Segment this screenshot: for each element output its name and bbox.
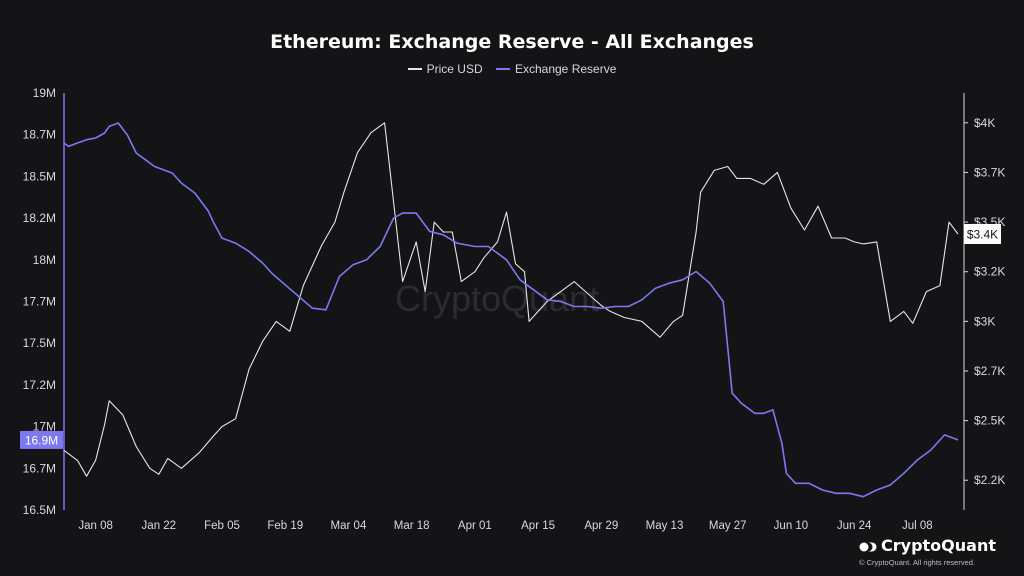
x-tick-label: Apr 01: [458, 520, 492, 532]
chart-title: Ethereum: Exchange Reserve - All Exchang…: [270, 31, 754, 53]
x-tick-label: Feb 05: [204, 520, 240, 532]
legend-item-reserve[interactable]: Exchange Reserve: [495, 62, 617, 76]
series-layer: [63, 122, 959, 498]
price-value-label: $3.4K: [967, 227, 998, 241]
x-tick-label: Feb 19: [267, 520, 303, 532]
left-tick-label: 17.7M: [23, 295, 56, 309]
left-tick-label: 17.5M: [23, 336, 56, 350]
left-tick-label: 16.7M: [23, 461, 56, 475]
series-line-price-usd: [63, 122, 959, 477]
left-tick-label: 17M: [33, 420, 56, 434]
x-tick-label: Apr 29: [584, 520, 618, 532]
left-tick-label: 18M: [33, 253, 56, 267]
right-tick-label: $3K: [974, 314, 995, 328]
x-tick-label: Mar 18: [394, 520, 430, 532]
x-tick-label: Jan 22: [142, 520, 177, 532]
chart-legend: Price USD Exchange Reserve: [0, 62, 1024, 76]
legend-swatch-price: [407, 67, 422, 70]
legend-swatch-reserve: [495, 67, 510, 70]
legend-label-reserve: Exchange Reserve: [514, 62, 617, 76]
x-tick-label: Jun 10: [774, 520, 809, 532]
right-tick-label: $2.7K: [974, 364, 1005, 378]
x-tick-label: Mar 04: [331, 520, 367, 532]
right-tick-label: $4K: [974, 116, 995, 130]
watermark: CryptoQuant: [395, 278, 600, 319]
labels-layer: 16.5M 16.7M 17M 17.2M 17.5M 17.7M 18M 18.2M 18.5…: [20, 86, 1005, 532]
x-tick-label: May 13: [646, 520, 684, 532]
left-tick-label: 16.5M: [23, 503, 56, 517]
brand-name: CryptoQuant: [881, 536, 996, 555]
left-tick-label: 18.5M: [23, 169, 56, 183]
series-line-exchange-reserve: [63, 122, 959, 498]
right-tick-label: $3.2K: [974, 265, 1005, 279]
left-tick-label: 18.2M: [23, 211, 56, 225]
reserve-value-badge: [20, 430, 63, 449]
legend-item-price[interactable]: Price USD: [407, 62, 483, 76]
axes-layer: [63, 93, 968, 510]
x-tick-label: Jul 08: [902, 520, 933, 532]
price-value-badge: [964, 223, 1001, 244]
x-tick-label: Apr 15: [521, 520, 555, 532]
right-tick-label: $3.7K: [974, 165, 1005, 179]
right-tick-label: $2.5K: [974, 414, 1005, 428]
brand-copyright: © CryptoQuant. All rights reserved.: [859, 558, 976, 567]
x-tick-label: Jan 08: [78, 520, 113, 532]
reserve-value-label: 16.9M: [25, 433, 58, 447]
x-tick-label: May 27: [709, 520, 747, 532]
left-tick-label: 19M: [33, 86, 56, 100]
cryptoquant-logo-icon: [859, 542, 877, 552]
left-tick-label: 17.2M: [23, 378, 56, 392]
brand-block: CryptoQuant © CryptoQuant. All rights re…: [859, 536, 996, 567]
x-tick-label: Jun 24: [837, 520, 872, 532]
legend-label-price: Price USD: [426, 62, 483, 76]
right-tick-label: $2.2K: [974, 473, 1005, 487]
left-tick-label: 18.7M: [23, 128, 56, 142]
